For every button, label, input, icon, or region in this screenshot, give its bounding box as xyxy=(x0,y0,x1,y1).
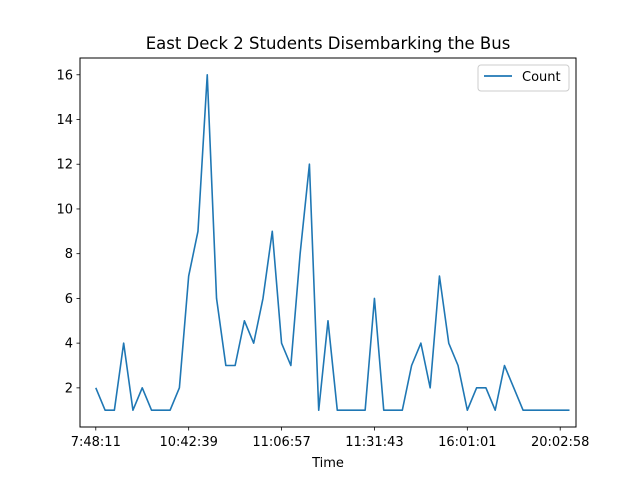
y-tick-label: 4 xyxy=(65,337,73,352)
legend-label-count: Count xyxy=(522,70,561,85)
y-tick-label: 8 xyxy=(65,247,73,262)
y-tick-label: 6 xyxy=(65,292,73,307)
x-tick-label: 16:01:01 xyxy=(438,435,496,450)
x-axis-label: Time xyxy=(311,456,344,471)
series-line-count xyxy=(95,73,570,412)
y-axis-ticks: 2 4 6 8 10 12 14 16 xyxy=(56,68,80,396)
x-tick-label: 11:06:57 xyxy=(252,435,310,450)
y-tick-label: 10 xyxy=(56,202,73,217)
axes-frame xyxy=(79,57,577,428)
x-tick-label: 7:48:11 xyxy=(71,435,121,450)
plot-area xyxy=(95,73,570,412)
x-tick-label: 20:02:58 xyxy=(531,435,589,450)
x-tick-label: 10:42:39 xyxy=(159,435,217,450)
y-tick-label: 12 xyxy=(56,158,73,173)
y-tick-label: 14 xyxy=(56,113,73,128)
x-axis-ticks: 7:48:11 10:42:39 11:06:57 11:31:43 16:01:01 2… xyxy=(71,427,589,450)
legend: Count xyxy=(477,64,570,92)
y-tick-label: 2 xyxy=(65,381,73,396)
chart-title: East Deck 2 Students Disembarking the Bu… xyxy=(146,34,511,53)
legend-box xyxy=(477,64,570,92)
y-tick-label: 16 xyxy=(56,68,73,83)
x-tick-label: 11:31:43 xyxy=(345,435,403,450)
